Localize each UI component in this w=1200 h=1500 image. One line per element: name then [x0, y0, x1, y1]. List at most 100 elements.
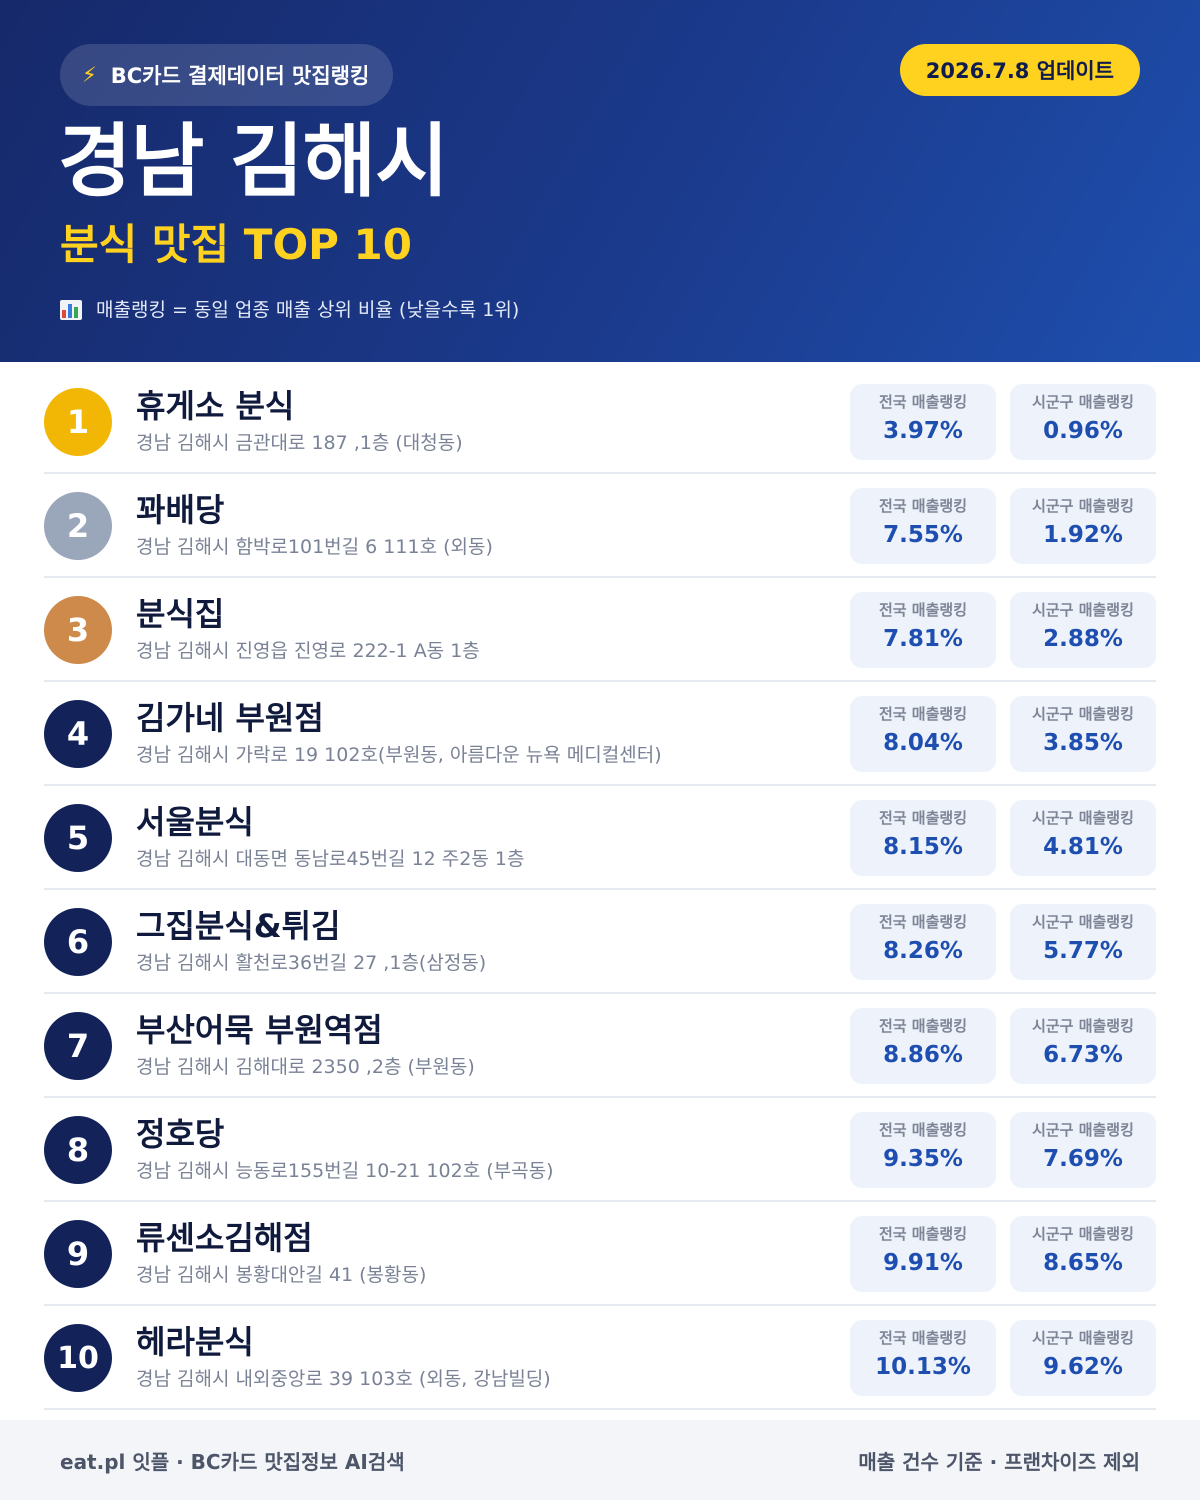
- rank-badge: 2: [44, 492, 112, 560]
- restaurant-name[interactable]: 헤라분식: [136, 1323, 254, 1361]
- local-ranking-value: 3.85%: [1043, 730, 1123, 756]
- national-ranking-label: 전국 매출랭킹: [878, 1329, 968, 1347]
- local-ranking-label: 시군구 매출랭킹: [1032, 913, 1134, 931]
- national-ranking-label: 전국 매출랭킹: [878, 809, 968, 827]
- rank-badge: 1: [44, 388, 112, 456]
- national-ranking-value: 7.81%: [883, 626, 963, 652]
- restaurant-name[interactable]: 휴게소 분식: [136, 387, 295, 425]
- national-ranking-value: 9.35%: [883, 1146, 963, 1172]
- local-ranking-box: 시군구 매출랭킹 3.85%: [1010, 696, 1156, 772]
- local-ranking-label: 시군구 매출랭킹: [1032, 601, 1134, 619]
- restaurant-address: 경남 김해시 대동면 동남로45번길 12 주2동 1층: [136, 848, 525, 870]
- local-ranking-value: 8.65%: [1043, 1250, 1123, 1276]
- rank-badge: 4: [44, 700, 112, 768]
- local-ranking-box: 시군구 매출랭킹 0.96%: [1010, 384, 1156, 460]
- restaurant-address: 경남 김해시 봉황대안길 41 (봉황동): [136, 1264, 427, 1286]
- local-ranking-value: 7.69%: [1043, 1146, 1123, 1172]
- category-title: 분식 맛집 TOP 10: [60, 220, 413, 269]
- local-ranking-label: 시군구 매출랭킹: [1032, 1329, 1134, 1347]
- footer-criteria: 매출 건수 기준 · 프랜차이즈 제외: [858, 1450, 1140, 1474]
- update-badge: 2026.7.8 업데이트: [899, 44, 1140, 96]
- national-ranking-box: 전국 매출랭킹 9.91%: [850, 1216, 996, 1292]
- local-ranking-box: 시군구 매출랭킹 7.69%: [1010, 1112, 1156, 1188]
- source-badge-label: BC카드 결제데이터 맛집랭킹: [110, 64, 370, 88]
- national-ranking-box: 전국 매출랭킹 7.55%: [850, 488, 996, 564]
- rank-badge: 8: [44, 1116, 112, 1184]
- local-ranking-value: 0.96%: [1043, 418, 1123, 444]
- national-ranking-value: 10.13%: [875, 1354, 971, 1380]
- national-ranking-label: 전국 매출랭킹: [878, 1017, 968, 1035]
- restaurant-name[interactable]: 꽈배당: [136, 491, 225, 529]
- national-ranking-value: 7.55%: [883, 522, 963, 548]
- local-ranking-label: 시군구 매출랭킹: [1032, 705, 1134, 723]
- restaurant-row[interactable]: 2 꽈배당 경남 김해시 함박로101번길 6 111호 (외동) 전국 매출랭킹 7.…: [44, 474, 1156, 578]
- restaurant-address: 경남 김해시 금관대로 187 ,1층 (대청동): [136, 432, 463, 454]
- restaurant-name[interactable]: 김가네 부원점: [136, 699, 324, 737]
- ranking-legend-note: 매출랭킹 = 동일 업종 매출 상위 비율 (낮을수록 1위): [60, 296, 519, 324]
- rank-badge: 9: [44, 1220, 112, 1288]
- national-ranking-label: 전국 매출랭킹: [878, 497, 968, 515]
- restaurant-address: 경남 김해시 가락로 19 102호(부원동, 아름다운 뉴욕 메디컬센터): [136, 744, 662, 766]
- national-ranking-box: 전국 매출랭킹 10.13%: [850, 1320, 996, 1396]
- national-ranking-value: 8.04%: [883, 730, 963, 756]
- restaurant-address: 경남 김해시 진영읍 진영로 222-1 A동 1층: [136, 640, 480, 662]
- local-ranking-label: 시군구 매출랭킹: [1032, 497, 1134, 515]
- restaurant-address: 경남 김해시 활천로36번길 27 ,1층(삼정동): [136, 952, 487, 974]
- rank-badge: 10: [44, 1324, 112, 1392]
- local-ranking-value: 2.88%: [1043, 626, 1123, 652]
- national-ranking-value: 8.26%: [883, 938, 963, 964]
- bar-chart-icon: [60, 300, 82, 320]
- restaurant-name[interactable]: 류센소김해점: [136, 1219, 313, 1257]
- restaurant-name[interactable]: 정호당: [136, 1115, 225, 1153]
- restaurant-name[interactable]: 분식집: [136, 595, 225, 633]
- restaurant-address: 경남 김해시 김해대로 2350 ,2층 (부원동): [136, 1056, 475, 1078]
- local-ranking-label: 시군구 매출랭킹: [1032, 393, 1134, 411]
- region-title: 경남 김해시: [58, 115, 449, 208]
- local-ranking-value: 4.81%: [1043, 834, 1123, 860]
- source-badge: ⚡ BC카드 결제데이터 맛집랭킹: [60, 44, 394, 106]
- local-ranking-label: 시군구 매출랭킹: [1032, 1121, 1134, 1139]
- local-ranking-label: 시군구 매출랭킹: [1032, 1225, 1134, 1243]
- local-ranking-box: 시군구 매출랭킹 6.73%: [1010, 1008, 1156, 1084]
- local-ranking-value: 9.62%: [1043, 1354, 1123, 1380]
- national-ranking-label: 전국 매출랭킹: [878, 393, 968, 411]
- local-ranking-value: 1.92%: [1043, 522, 1123, 548]
- rank-badge: 6: [44, 908, 112, 976]
- rank-badge: 7: [44, 1012, 112, 1080]
- lightning-bolt-icon: ⚡: [82, 63, 97, 87]
- national-ranking-value: 8.86%: [883, 1042, 963, 1068]
- local-ranking-box: 시군구 매출랭킹 8.65%: [1010, 1216, 1156, 1292]
- rank-badge: 3: [44, 596, 112, 664]
- restaurant-row[interactable]: 8 정호당 경남 김해시 능동로155번길 10-21 102호 (부곡동) 전국 매…: [44, 1098, 1156, 1202]
- restaurant-address: 경남 김해시 내외중앙로 39 103호 (외동, 강남빌딩): [136, 1368, 551, 1390]
- restaurant-list: 1 휴게소 분식 경남 김해시 금관대로 187 ,1층 (대청동) 전국 매출랭킹 3…: [44, 370, 1156, 1410]
- local-ranking-value: 5.77%: [1043, 938, 1123, 964]
- national-ranking-box: 전국 매출랭킹 8.04%: [850, 696, 996, 772]
- local-ranking-label: 시군구 매출랭킹: [1032, 1017, 1134, 1035]
- national-ranking-box: 전국 매출랭킹 3.97%: [850, 384, 996, 460]
- local-ranking-box: 시군구 매출랭킹 5.77%: [1010, 904, 1156, 980]
- national-ranking-value: 3.97%: [883, 418, 963, 444]
- footer: eat.pl 잇플 · BC카드 맛집정보 AI검색 매출 건수 기준 · 프랜…: [0, 1420, 1200, 1500]
- legend-note-text: 매출랭킹 = 동일 업종 매출 상위 비율 (낮을수록 1위): [96, 299, 520, 321]
- restaurant-name[interactable]: 부산어묵 부원역점: [136, 1011, 383, 1049]
- national-ranking-box: 전국 매출랭킹 9.35%: [850, 1112, 996, 1188]
- national-ranking-label: 전국 매출랭킹: [878, 913, 968, 931]
- local-ranking-box: 시군구 매출랭킹 9.62%: [1010, 1320, 1156, 1396]
- national-ranking-label: 전국 매출랭킹: [878, 601, 968, 619]
- local-ranking-box: 시군구 매출랭킹 4.81%: [1010, 800, 1156, 876]
- local-ranking-label: 시군구 매출랭킹: [1032, 809, 1134, 827]
- national-ranking-box: 전국 매출랭킹 8.86%: [850, 1008, 996, 1084]
- footer-source: eat.pl 잇플 · BC카드 맛집정보 AI검색: [60, 1450, 405, 1474]
- restaurant-name[interactable]: 서울분식: [136, 803, 254, 841]
- restaurant-name[interactable]: 그집분식&튀김: [136, 907, 341, 945]
- rank-badge: 5: [44, 804, 112, 872]
